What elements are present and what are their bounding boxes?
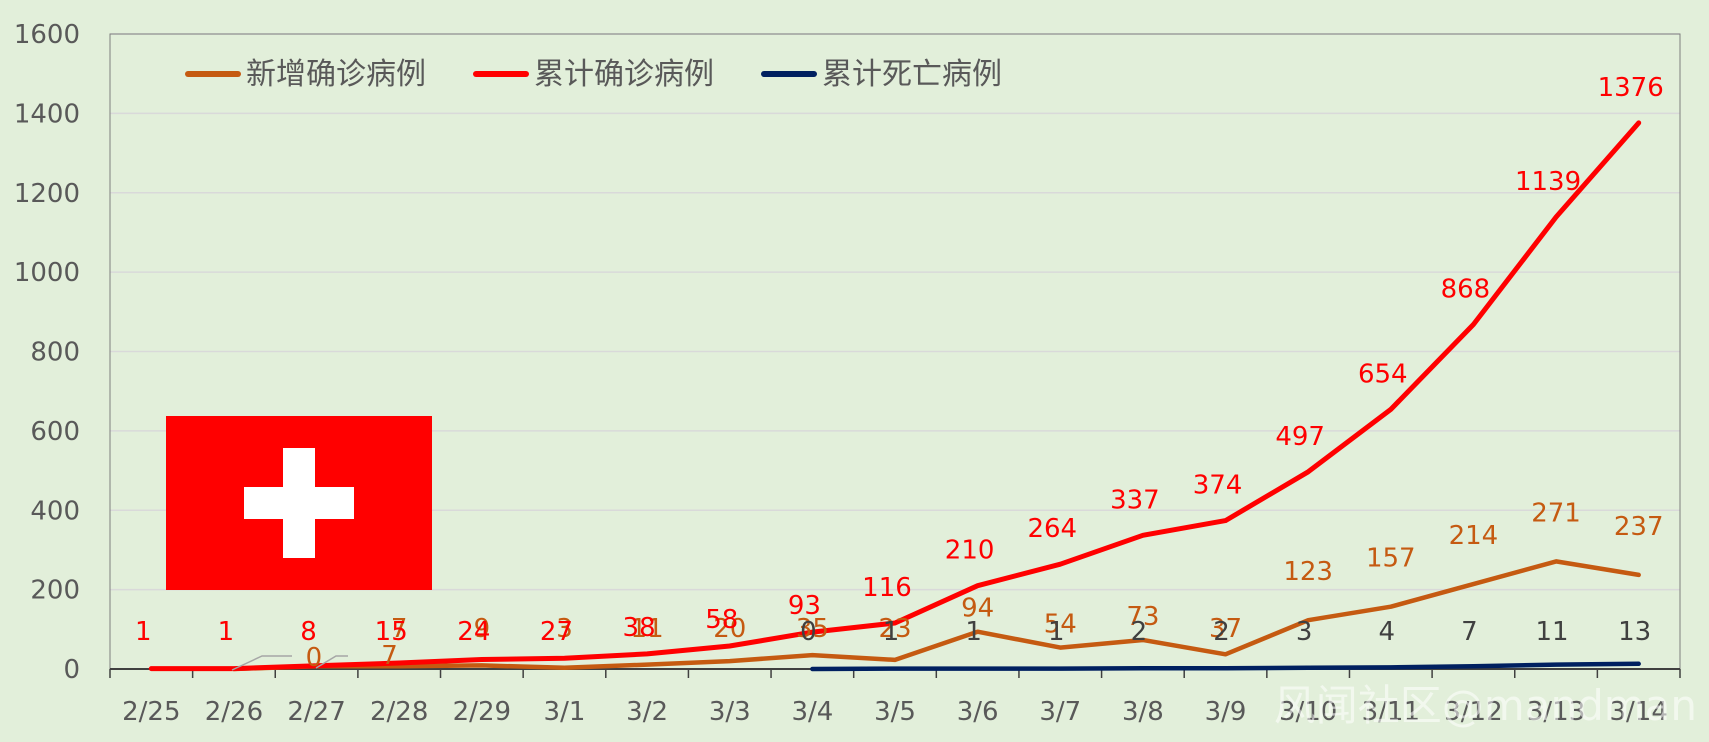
y-tick-label: 200 (30, 576, 80, 606)
x-tick-label: 3/13 (1527, 697, 1585, 727)
x-tick-label: 2/28 (370, 697, 428, 727)
data-label-cumulative: 27 (540, 617, 573, 647)
series-line (810, 661, 1641, 672)
data-label-cumulative: 868 (1441, 275, 1491, 305)
data-label-cumulative: 210 (945, 536, 995, 566)
data-label-cumulative: 8 (300, 617, 317, 647)
x-tick-label: 2/25 (122, 697, 180, 727)
y-tick-label: 0 (63, 655, 80, 685)
data-label-cumulative: 1 (135, 617, 152, 647)
data-label-cumulative: 1139 (1515, 167, 1581, 197)
data-label-cumulative: 24 (457, 617, 490, 647)
data-label-deaths: 7 (1461, 617, 1478, 647)
x-tick-label: 3/7 (1039, 697, 1081, 727)
data-label-deaths: 1 (1048, 617, 1065, 647)
data-label-new: 11 (631, 614, 664, 644)
data-label-new: 123 (1283, 557, 1333, 587)
data-label-new: 271 (1531, 498, 1581, 528)
x-tick-label: 3/3 (709, 697, 751, 727)
data-label-deaths: 13 (1618, 617, 1651, 647)
swiss-flag-icon (166, 416, 432, 590)
data-label-new: 20 (713, 614, 746, 644)
data-label-deaths: 4 (1379, 617, 1396, 647)
data-label-cumulative: 374 (1193, 471, 1243, 501)
data-label-cumulative: 654 (1358, 359, 1408, 389)
data-label-new: 35 (796, 614, 829, 644)
x-tick-label: 3/9 (1205, 697, 1247, 727)
y-axis-ticks: 0 200 400 600 800 1000 1200 1400 1600 (14, 20, 80, 685)
x-tick-label: 3/1 (544, 697, 586, 727)
data-label-deaths: 1 (883, 617, 900, 647)
data-label-new: 0 (306, 643, 323, 673)
series-lines (148, 120, 1642, 672)
data-label-deaths: 2 (1131, 617, 1148, 647)
data-label-deaths: 3 (1296, 617, 1313, 647)
x-tick-label: 3/6 (957, 697, 999, 727)
data-label-cumulative: 1 (218, 617, 235, 647)
data-label-cumulative: 1376 (1598, 73, 1664, 103)
data-label-deaths: 2 (1213, 617, 1230, 647)
data-label-cumulative: 38 (623, 613, 656, 643)
x-tick-label: 3/10 (1279, 697, 1337, 727)
data-label-new: 237 (1614, 512, 1664, 542)
legend: 新增确诊病例 累计确诊病例 累计死亡病例 (185, 57, 1002, 92)
data-label-new: 23 (878, 614, 911, 644)
x-tick-label: 3/4 (791, 697, 833, 727)
series-line (231, 559, 1641, 672)
legend-label: 累计确诊病例 (534, 57, 714, 92)
data-label-cumulative: 497 (1275, 422, 1325, 452)
y-tick-label: 600 (30, 417, 80, 447)
x-axis-ticks: 2/25 2/26 2/27 2/28 2/29 3/1 3/2 3/3 3/4 3/5 3/6 3/… (122, 697, 1668, 727)
data-label-cumulative: 264 (1027, 514, 1077, 544)
data-label-new: 7 (391, 614, 408, 644)
data-label-cumulative: 15 (375, 617, 408, 647)
data-label-new: 214 (1449, 521, 1499, 551)
data-label-new: 7 (381, 641, 398, 671)
x-tick-label: 2/29 (453, 697, 511, 727)
data-label-deaths: 1 (965, 617, 982, 647)
x-tick-label: 3/14 (1609, 697, 1667, 727)
data-label-new: 73 (1126, 602, 1159, 632)
y-tick-label: 400 (30, 496, 80, 526)
y-tick-label: 1200 (14, 179, 80, 209)
data-label-cumulative: 337 (1110, 485, 1160, 515)
data-label-new: 94 (961, 594, 994, 624)
data-label-cumulative: 116 (862, 573, 912, 603)
x-tick-label: 3/11 (1362, 697, 1420, 727)
y-tick-label: 1600 (14, 20, 80, 50)
legend-label: 新增确诊病例 (246, 57, 426, 92)
x-tick-label: 3/8 (1122, 697, 1164, 727)
data-label-cumulative: 58 (705, 605, 738, 635)
data-label-new: 157 (1366, 544, 1416, 574)
y-tick-label: 800 (30, 338, 80, 368)
data-label-cumulative: 93 (788, 591, 821, 621)
leader-line (315, 655, 348, 669)
legend-label: 累计死亡病例 (822, 57, 1002, 92)
x-tick-label: 3/2 (626, 697, 668, 727)
data-label-deaths: 11 (1536, 617, 1569, 647)
x-tick-label: 2/27 (287, 697, 345, 727)
leader-line (231, 655, 292, 671)
x-tick-label: 3/12 (1444, 697, 1502, 727)
data-label-new: 9 (474, 614, 491, 644)
data-label-new: 54 (1044, 610, 1077, 640)
data-label-new: 37 (1209, 614, 1242, 644)
x-tick-label: 3/5 (874, 697, 916, 727)
y-tick-label: 1400 (14, 99, 80, 129)
data-label-new: 3 (556, 614, 573, 644)
x-tick-label: 2/26 (205, 697, 263, 727)
series-line (148, 120, 1642, 672)
data-label-deaths: 0 (800, 617, 817, 647)
watermark: 风闻社区@mandman (1274, 681, 1697, 730)
y-tick-label: 1000 (14, 258, 80, 288)
